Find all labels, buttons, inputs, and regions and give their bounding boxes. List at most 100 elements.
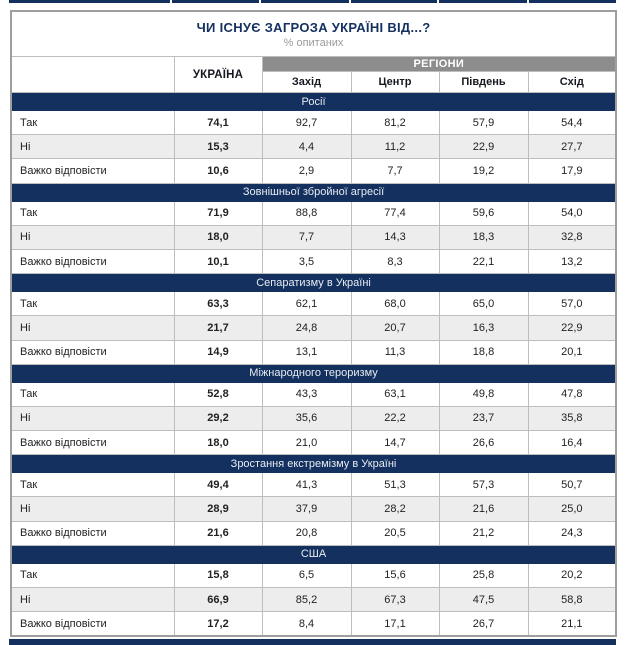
region-value: 21,2 <box>438 520 529 546</box>
section-header: Міжнародного тероризму <box>10 363 617 383</box>
row-label: Так <box>10 200 175 226</box>
table-top-edge <box>9 0 617 3</box>
region-value: 11,2 <box>350 134 440 160</box>
section-header: Зростання екстремізму в Україні <box>10 454 617 474</box>
table-row: Важко відповісти 10,6 2,9 7,7 19,2 17,9 <box>10 158 617 184</box>
ukraine-value: 14,9 <box>173 339 263 365</box>
region-value: 35,8 <box>527 405 617 432</box>
region-value: 32,8 <box>527 224 617 250</box>
region-value: 11,3 <box>350 339 440 365</box>
row-label: Ні <box>10 405 175 432</box>
table-row: Так 74,1 92,7 81,2 57,9 54,4 <box>10 109 617 136</box>
ukraine-value: 28,9 <box>173 496 263 522</box>
ukraine-value: 15,3 <box>173 134 263 160</box>
region-value: 43,3 <box>261 381 352 407</box>
region-value: 7,7 <box>261 224 352 250</box>
table-row: Так 49,4 41,3 51,3 57,3 50,7 <box>10 472 617 498</box>
row-label: Важко відповісти <box>10 430 175 456</box>
table-row: Ні 66,9 85,2 67,3 47,5 58,8 <box>10 586 617 613</box>
region-value: 59,6 <box>438 200 529 226</box>
region-value: 6,5 <box>261 562 352 589</box>
row-label: Важко відповісти <box>10 520 175 546</box>
section-row: США <box>10 544 617 564</box>
region-value: 65,0 <box>438 291 529 317</box>
region-value: 24,3 <box>527 520 617 546</box>
region-value: 51,3 <box>350 472 440 498</box>
region-value: 20,7 <box>350 315 440 341</box>
table-top-edge-segment <box>439 0 528 3</box>
region-value: 16,3 <box>438 315 529 341</box>
region-value: 26,7 <box>438 611 529 637</box>
corner-cell <box>10 56 175 93</box>
region-value: 20,8 <box>261 520 352 546</box>
column-header-south: Південь <box>438 71 529 93</box>
region-value: 54,0 <box>527 200 617 226</box>
row-label: Так <box>10 381 175 407</box>
region-value: 77,4 <box>350 200 440 226</box>
ukraine-value: 21,7 <box>173 315 263 341</box>
region-value: 4,4 <box>261 134 352 160</box>
table-row: Ні 21,7 24,8 20,7 16,3 22,9 <box>10 315 617 341</box>
table-row: Ні 29,2 35,6 22,2 23,7 35,8 <box>10 405 617 432</box>
row-label: Так <box>10 291 175 317</box>
section-header: Росії <box>10 92 617 111</box>
ukraine-value: 66,9 <box>173 586 263 613</box>
region-value: 22,9 <box>438 134 529 160</box>
region-value: 63,1 <box>350 381 440 407</box>
region-value: 22,2 <box>350 405 440 432</box>
page-title: ЧИ ІСНУЄ ЗАГРОЗА УКРАЇНІ ВІД...? <box>196 19 431 35</box>
table-row: Важко відповісти 21,6 20,8 20,5 21,2 24,3 <box>10 520 617 546</box>
region-value: 67,3 <box>350 586 440 613</box>
region-value: 37,9 <box>261 496 352 522</box>
region-value: 15,6 <box>350 562 440 589</box>
region-value: 20,1 <box>527 339 617 365</box>
region-value: 25,8 <box>438 562 529 589</box>
region-value: 19,2 <box>438 158 529 184</box>
region-value: 20,2 <box>527 562 617 589</box>
region-value: 92,7 <box>261 109 352 136</box>
region-value: 25,0 <box>527 496 617 522</box>
table-top-edge-segment <box>350 0 438 3</box>
ukraine-value: 17,2 <box>173 611 263 637</box>
ukraine-value: 10,6 <box>173 158 263 184</box>
table-row: Важко відповісти 17,2 8,4 17,1 26,7 21,1 <box>10 611 617 637</box>
ukraine-value: 71,9 <box>173 200 263 226</box>
region-value: 28,2 <box>350 496 440 522</box>
region-value: 22,1 <box>438 248 529 275</box>
table-row: Так 63,3 62,1 68,0 65,0 57,0 <box>10 291 617 317</box>
ukraine-value: 74,1 <box>173 109 263 136</box>
region-value: 88,8 <box>261 200 352 226</box>
region-value: 14,7 <box>350 430 440 456</box>
ukraine-value: 18,0 <box>173 224 263 250</box>
row-label: Ні <box>10 586 175 613</box>
column-header-east: Схід <box>527 71 617 93</box>
section-row: Сепаратизму в Україні <box>10 273 617 293</box>
section-row: Росії <box>10 92 617 111</box>
region-value: 22,9 <box>527 315 617 341</box>
region-value: 85,2 <box>261 586 352 613</box>
region-value: 57,9 <box>438 109 529 136</box>
region-value: 47,8 <box>527 381 617 407</box>
column-header-ukraine: УКРАЇНА <box>173 56 263 93</box>
region-value: 21,1 <box>527 611 617 637</box>
table-row: Важко відповісти 18,0 21,0 14,7 26,6 16,4 <box>10 430 617 456</box>
region-value: 18,3 <box>438 224 529 250</box>
region-value: 16,4 <box>527 430 617 456</box>
table-row: Так 15,8 6,5 15,6 25,8 20,2 <box>10 562 617 589</box>
row-label: Ні <box>10 134 175 160</box>
table-row: Важко відповісти 14,9 13,1 11,3 18,8 20,1 <box>10 339 617 365</box>
section-header: Сепаратизму в Україні <box>10 273 617 293</box>
header-row-groups: УКРАЇНА РЕГІОНИ <box>10 56 617 93</box>
region-value: 17,9 <box>527 158 617 184</box>
section-row: Міжнародного тероризму <box>10 363 617 383</box>
ukraine-value: 29,2 <box>173 405 263 432</box>
table-row: Так 71,9 88,8 77,4 59,6 54,0 <box>10 200 617 226</box>
region-value: 17,1 <box>350 611 440 637</box>
table-bottom-edge <box>9 639 616 645</box>
table-row: Важко відповісти 10,1 3,5 8,3 22,1 13,2 <box>10 248 617 275</box>
region-value: 21,0 <box>261 430 352 456</box>
column-group-regions: РЕГІОНИ <box>261 56 617 72</box>
region-value: 35,6 <box>261 405 352 432</box>
ukraine-value: 21,6 <box>173 520 263 546</box>
ukraine-value: 10,1 <box>173 248 263 275</box>
